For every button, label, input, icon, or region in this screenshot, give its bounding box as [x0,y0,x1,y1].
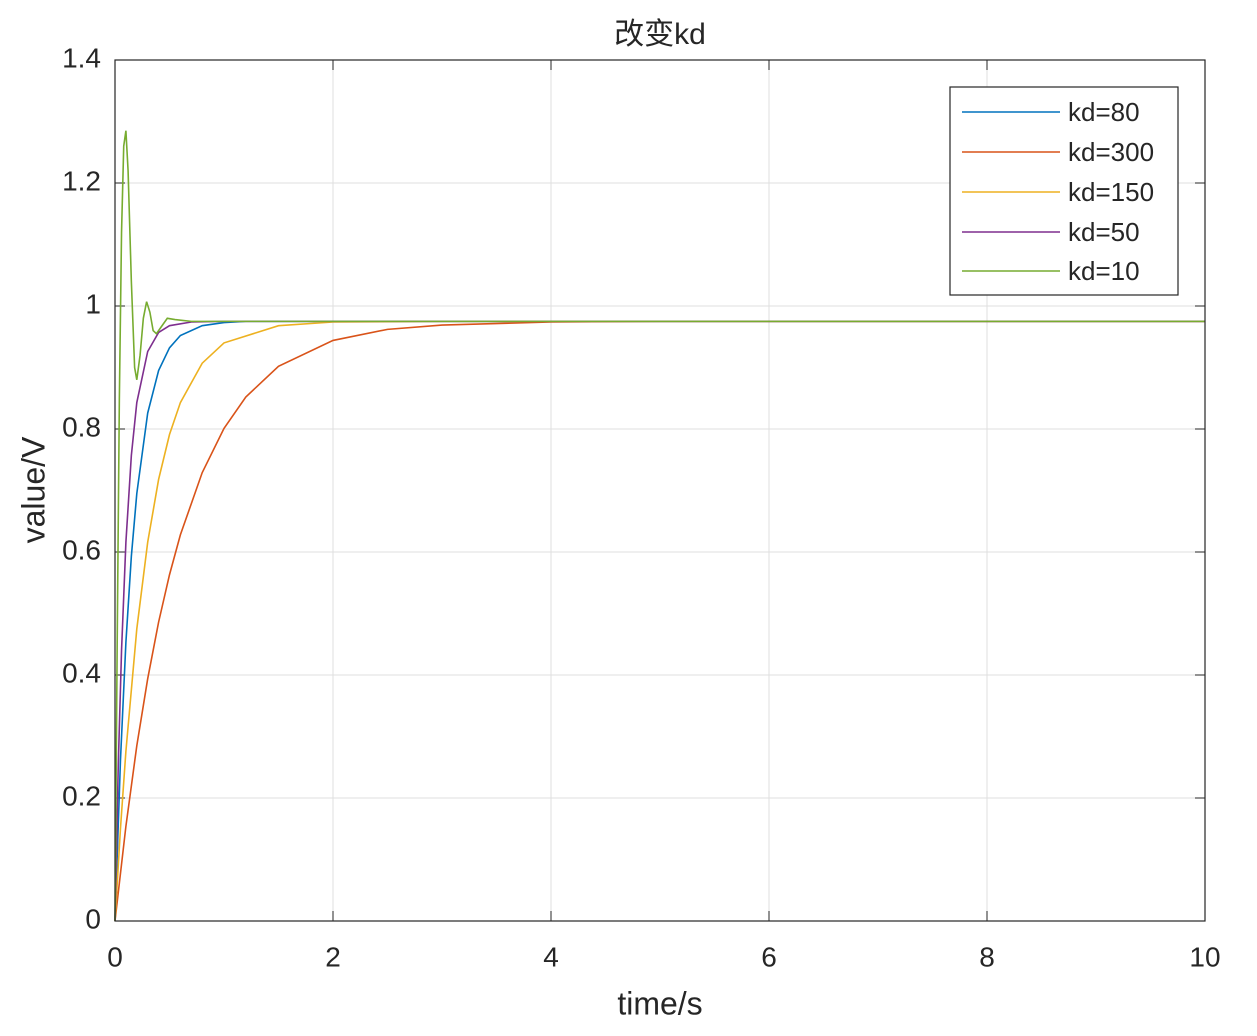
y-tick-label: 0.4 [62,657,101,688]
x-tick-label: 0 [107,941,123,972]
x-tick-label: 6 [761,941,777,972]
x-axis-label: time/s [617,985,702,1021]
legend-label: kd=50 [1068,217,1140,247]
data-line [114,130,1205,922]
x-tick-label: 10 [1189,941,1220,972]
x-tick-label: 4 [543,941,559,972]
y-tick-label: 1.2 [62,165,101,196]
legend-box [949,86,1179,296]
y-tick-label: 1.4 [62,42,101,73]
x-tick-label: 8 [979,941,995,972]
legend-label: kd=150 [1068,177,1154,207]
data-line [114,320,1205,922]
data-line [114,320,1205,922]
y-tick-label: 0.2 [62,780,101,811]
y-tick-label: 0.8 [62,411,101,442]
y-tick-label: 0.6 [62,534,101,565]
legend-label: kd=10 [1068,256,1140,286]
y-axis-label: value/V [15,436,51,543]
chart-title: 改变kd [614,18,706,51]
legend-label: kd=80 [1068,97,1140,127]
axes-box [114,59,1206,922]
y-tick-label: 1 [85,288,101,319]
legend-label: kd=300 [1068,137,1154,167]
data-line [114,320,1205,922]
y-tick-label: 0 [85,903,101,934]
x-tick-label: 2 [325,941,341,972]
